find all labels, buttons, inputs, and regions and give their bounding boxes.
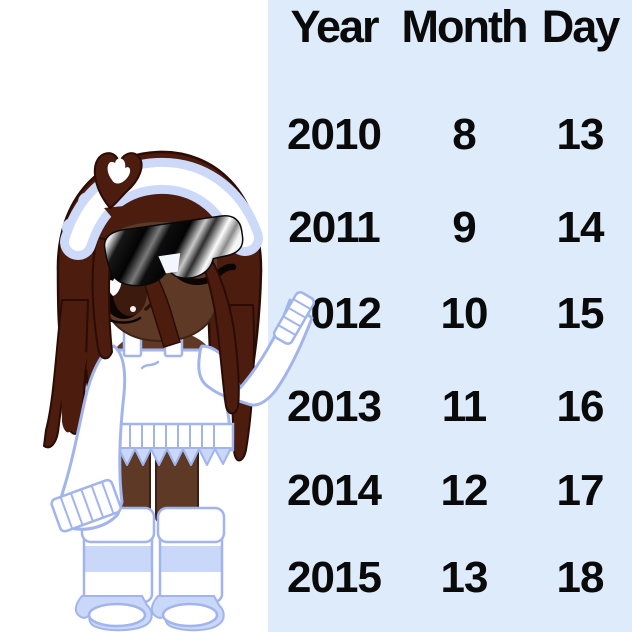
day-option[interactable]: 15 <box>556 289 605 338</box>
month-option[interactable]: 13 <box>440 553 489 602</box>
month-option[interactable]: 9 <box>452 203 476 252</box>
day-option[interactable]: 17 <box>556 466 605 515</box>
year-option[interactable]: 2013 <box>287 382 382 431</box>
year-option[interactable]: 2015 <box>287 553 382 602</box>
year-option[interactable]: 2010 <box>287 110 382 159</box>
open-eye <box>90 250 147 324</box>
left-boot <box>74 506 156 632</box>
sweater-dress <box>92 312 235 466</box>
year-option[interactable]: 2011 <box>288 203 380 252</box>
date-picker-panel: Year Month Day 2010 8 13 2011 9 14 2012 … <box>268 0 632 632</box>
heart-ahoge <box>93 152 143 220</box>
year-option[interactable]: 2014 <box>287 466 382 515</box>
face <box>103 219 219 343</box>
hair-strand-front <box>60 348 88 433</box>
month-option[interactable]: 10 <box>440 289 489 338</box>
picker-row: 2013 11 16 <box>268 380 632 434</box>
picker-row: 2012 10 15 <box>268 287 632 341</box>
hair-front <box>91 236 240 415</box>
month-option[interactable]: 8 <box>452 110 476 159</box>
legs <box>111 447 199 523</box>
right-boot <box>150 506 226 632</box>
month-option[interactable]: 12 <box>440 466 489 515</box>
column-header-year: Year <box>290 1 379 52</box>
day-option[interactable]: 14 <box>556 203 605 252</box>
neck-and-shoulders <box>110 320 216 374</box>
month-option[interactable]: 11 <box>441 382 488 431</box>
picker-header-row: Year Month Day <box>268 0 632 54</box>
left-sleeve <box>50 344 127 533</box>
picker-row: 2014 12 17 <box>268 464 632 518</box>
day-option[interactable]: 16 <box>556 382 605 431</box>
mouth <box>144 299 166 311</box>
closed-eye <box>176 263 237 285</box>
column-header-month: Month <box>401 1 529 52</box>
picker-row: 2010 8 13 <box>268 108 632 162</box>
headband <box>60 157 263 260</box>
hair-back <box>43 150 263 462</box>
column-header-day: Day <box>541 1 621 52</box>
day-option[interactable]: 13 <box>556 110 605 159</box>
hem-ribs <box>105 424 215 450</box>
sunglasses-icon <box>103 215 244 287</box>
year-option[interactable]: 2012 <box>287 289 382 338</box>
day-option[interactable]: 18 <box>556 553 605 602</box>
right-strap <box>163 312 184 358</box>
zigzag-hem <box>95 447 232 466</box>
picker-row: 2011 9 14 <box>268 201 632 255</box>
chest-detail <box>140 360 160 370</box>
picker-row: 2015 13 18 <box>268 551 632 605</box>
left-strap <box>122 312 143 358</box>
